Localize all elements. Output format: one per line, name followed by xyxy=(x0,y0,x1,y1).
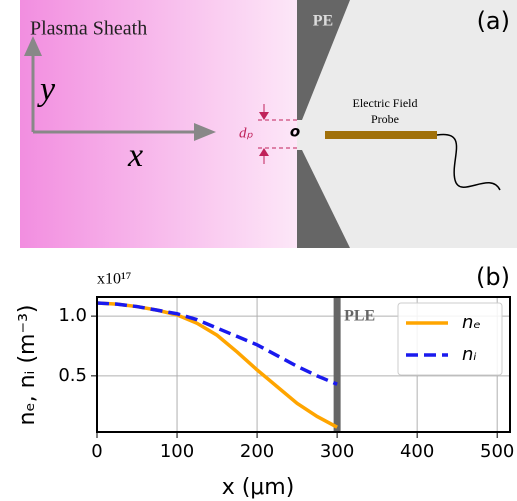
legend-label: nₑ xyxy=(462,312,481,333)
y-axis-title: nₑ, nᵢ (m⁻³) xyxy=(15,305,40,426)
annotation: PLE xyxy=(344,308,375,325)
x-axis-title: x (μm) xyxy=(222,475,295,500)
panel-b: (b) x10¹⁷ x (μm) nₑ, nᵢ (m⁻³) 0 100 200 300… xyxy=(15,263,514,500)
gap-arrow-head xyxy=(259,148,269,156)
legend-box xyxy=(397,302,503,376)
electrode-label: PE xyxy=(313,13,333,30)
x-tick-label: 0 xyxy=(91,441,102,462)
panel-tag: (a) xyxy=(477,7,510,35)
series-line xyxy=(96,301,338,386)
x-tick-label: 200 xyxy=(240,441,274,462)
probe-label: Electric Field xyxy=(353,96,418,110)
gap-label: dₚ xyxy=(239,125,254,141)
legend-label: nᵢ xyxy=(462,344,477,365)
x-axis-label: x xyxy=(127,137,143,174)
probe-label: Probe xyxy=(371,112,399,126)
y-axis-label: y xyxy=(37,71,56,108)
x-tick-label: 100 xyxy=(160,441,194,462)
probe-region xyxy=(297,0,517,248)
series-line xyxy=(96,301,338,429)
probe xyxy=(325,131,437,139)
y-tick-label: 1.0 xyxy=(58,305,87,326)
x-arrow-head xyxy=(194,123,216,141)
probe-wire xyxy=(436,133,501,191)
y-arrow-head xyxy=(24,36,42,56)
multiplier: x10¹⁷ xyxy=(97,271,131,288)
panel-a: Plasma Sheath PE (a) y x dₚ o Electric F… xyxy=(20,0,517,248)
x-tick-label: 300 xyxy=(320,441,354,462)
gap-arrow-head xyxy=(259,112,269,120)
electrode-upper xyxy=(297,0,350,120)
panel-title: Plasma Sheath xyxy=(30,18,147,40)
plot-frame xyxy=(96,296,511,433)
origin-label: o xyxy=(290,123,300,141)
panel-tag: (b) xyxy=(476,263,510,291)
x-tick-label: 400 xyxy=(400,441,434,462)
x-tick-label: 500 xyxy=(480,441,514,462)
y-tick-label: 0.5 xyxy=(58,365,87,386)
sheath xyxy=(20,0,300,248)
electrode-lower xyxy=(297,150,350,248)
